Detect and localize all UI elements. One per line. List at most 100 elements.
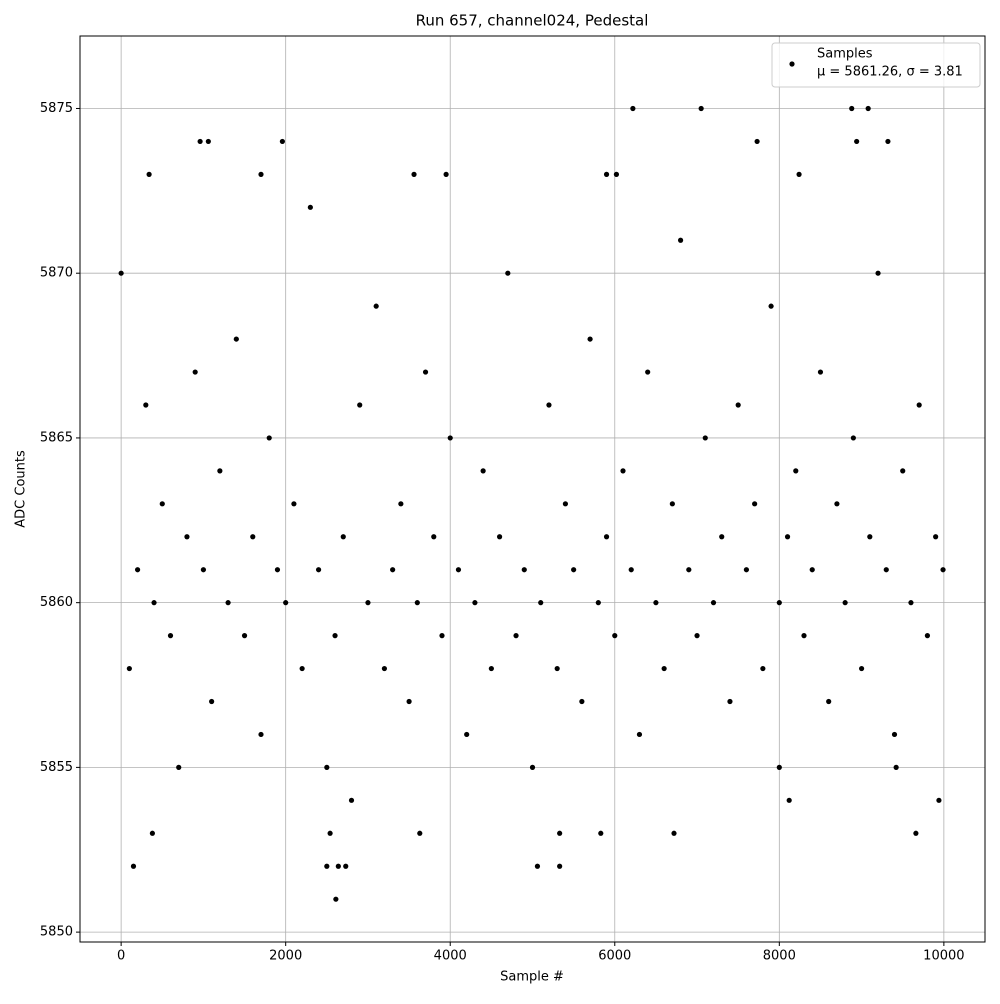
data-point bbox=[885, 138, 891, 145]
data-point bbox=[916, 402, 922, 408]
data-point bbox=[529, 764, 536, 770]
data-point bbox=[348, 797, 355, 803]
data-point bbox=[598, 830, 604, 836]
data-point bbox=[200, 567, 207, 573]
data-point bbox=[834, 501, 840, 507]
data-point bbox=[447, 435, 453, 441]
x-tick-label: 6000 bbox=[598, 949, 631, 964]
data-point bbox=[867, 534, 873, 540]
data-point bbox=[776, 764, 782, 770]
data-point bbox=[796, 171, 802, 177]
data-point bbox=[521, 567, 527, 573]
data-point bbox=[893, 764, 899, 770]
data-point bbox=[291, 501, 297, 507]
data-point bbox=[671, 830, 677, 836]
data-point bbox=[826, 698, 832, 705]
data-point bbox=[571, 567, 577, 573]
data-point bbox=[167, 633, 174, 639]
data-point bbox=[900, 468, 906, 474]
data-point bbox=[620, 468, 626, 474]
data-point bbox=[151, 600, 157, 606]
data-point bbox=[776, 600, 782, 606]
data-point bbox=[557, 863, 563, 869]
data-point bbox=[661, 665, 667, 672]
data-point bbox=[768, 303, 774, 309]
data-point bbox=[538, 600, 544, 606]
data-point bbox=[197, 138, 203, 145]
data-point bbox=[883, 567, 889, 573]
data-point bbox=[241, 633, 248, 639]
data-point bbox=[192, 369, 198, 375]
data-point bbox=[343, 863, 349, 869]
data-point bbox=[488, 665, 494, 672]
data-point bbox=[554, 665, 560, 672]
data-point bbox=[854, 138, 860, 145]
data-point bbox=[443, 171, 449, 177]
x-axis-label: Sample # bbox=[500, 970, 564, 985]
data-point bbox=[130, 863, 137, 869]
data-point bbox=[283, 600, 289, 606]
data-point bbox=[159, 501, 165, 507]
y-tick-label: 5850 bbox=[40, 925, 73, 940]
data-point bbox=[250, 534, 256, 540]
data-point bbox=[875, 270, 881, 276]
data-point bbox=[735, 402, 741, 408]
data-point bbox=[613, 171, 620, 177]
data-point bbox=[126, 665, 132, 672]
data-point bbox=[702, 435, 708, 441]
data-point bbox=[579, 698, 585, 705]
data-point bbox=[233, 336, 239, 342]
data-point bbox=[698, 105, 704, 112]
data-point bbox=[134, 567, 141, 573]
data-point bbox=[850, 435, 856, 441]
data-point bbox=[595, 600, 601, 606]
data-point bbox=[801, 633, 807, 639]
data-point bbox=[940, 567, 946, 573]
data-point bbox=[754, 138, 760, 145]
data-point bbox=[936, 797, 942, 803]
data-point bbox=[414, 600, 420, 606]
data-point bbox=[315, 567, 322, 573]
data-point bbox=[513, 633, 519, 639]
y-tick-label: 5875 bbox=[40, 101, 73, 116]
data-point bbox=[324, 764, 330, 770]
data-point bbox=[472, 600, 478, 606]
data-point bbox=[422, 369, 429, 375]
data-point bbox=[612, 633, 618, 639]
data-point bbox=[258, 171, 264, 177]
data-point bbox=[149, 830, 155, 836]
data-point bbox=[381, 665, 388, 672]
data-point bbox=[557, 830, 563, 836]
data-point bbox=[849, 105, 855, 112]
data-point bbox=[636, 731, 643, 738]
y-tick-label: 5860 bbox=[40, 595, 73, 610]
data-point bbox=[335, 863, 341, 869]
data-point bbox=[908, 600, 914, 606]
data-point bbox=[587, 336, 593, 342]
data-point bbox=[390, 567, 396, 573]
data-point bbox=[143, 402, 149, 408]
data-point bbox=[933, 534, 939, 540]
data-point bbox=[217, 468, 223, 474]
y-axis-label: ADC Counts bbox=[14, 450, 29, 528]
data-point bbox=[225, 600, 231, 606]
data-point bbox=[146, 171, 152, 177]
data-point bbox=[817, 369, 824, 375]
data-point bbox=[727, 698, 733, 705]
data-point bbox=[760, 665, 766, 672]
x-tick-label: 10000 bbox=[923, 949, 964, 964]
data-point bbox=[603, 534, 610, 540]
data-point bbox=[464, 731, 470, 738]
data-point bbox=[205, 138, 211, 145]
x-tick-label: 0 bbox=[117, 949, 125, 964]
data-point bbox=[669, 501, 675, 507]
data-point bbox=[365, 600, 371, 606]
data-point bbox=[924, 633, 931, 639]
data-point bbox=[480, 468, 486, 474]
data-point bbox=[793, 468, 799, 474]
data-point bbox=[842, 600, 848, 606]
data-point bbox=[258, 731, 264, 738]
